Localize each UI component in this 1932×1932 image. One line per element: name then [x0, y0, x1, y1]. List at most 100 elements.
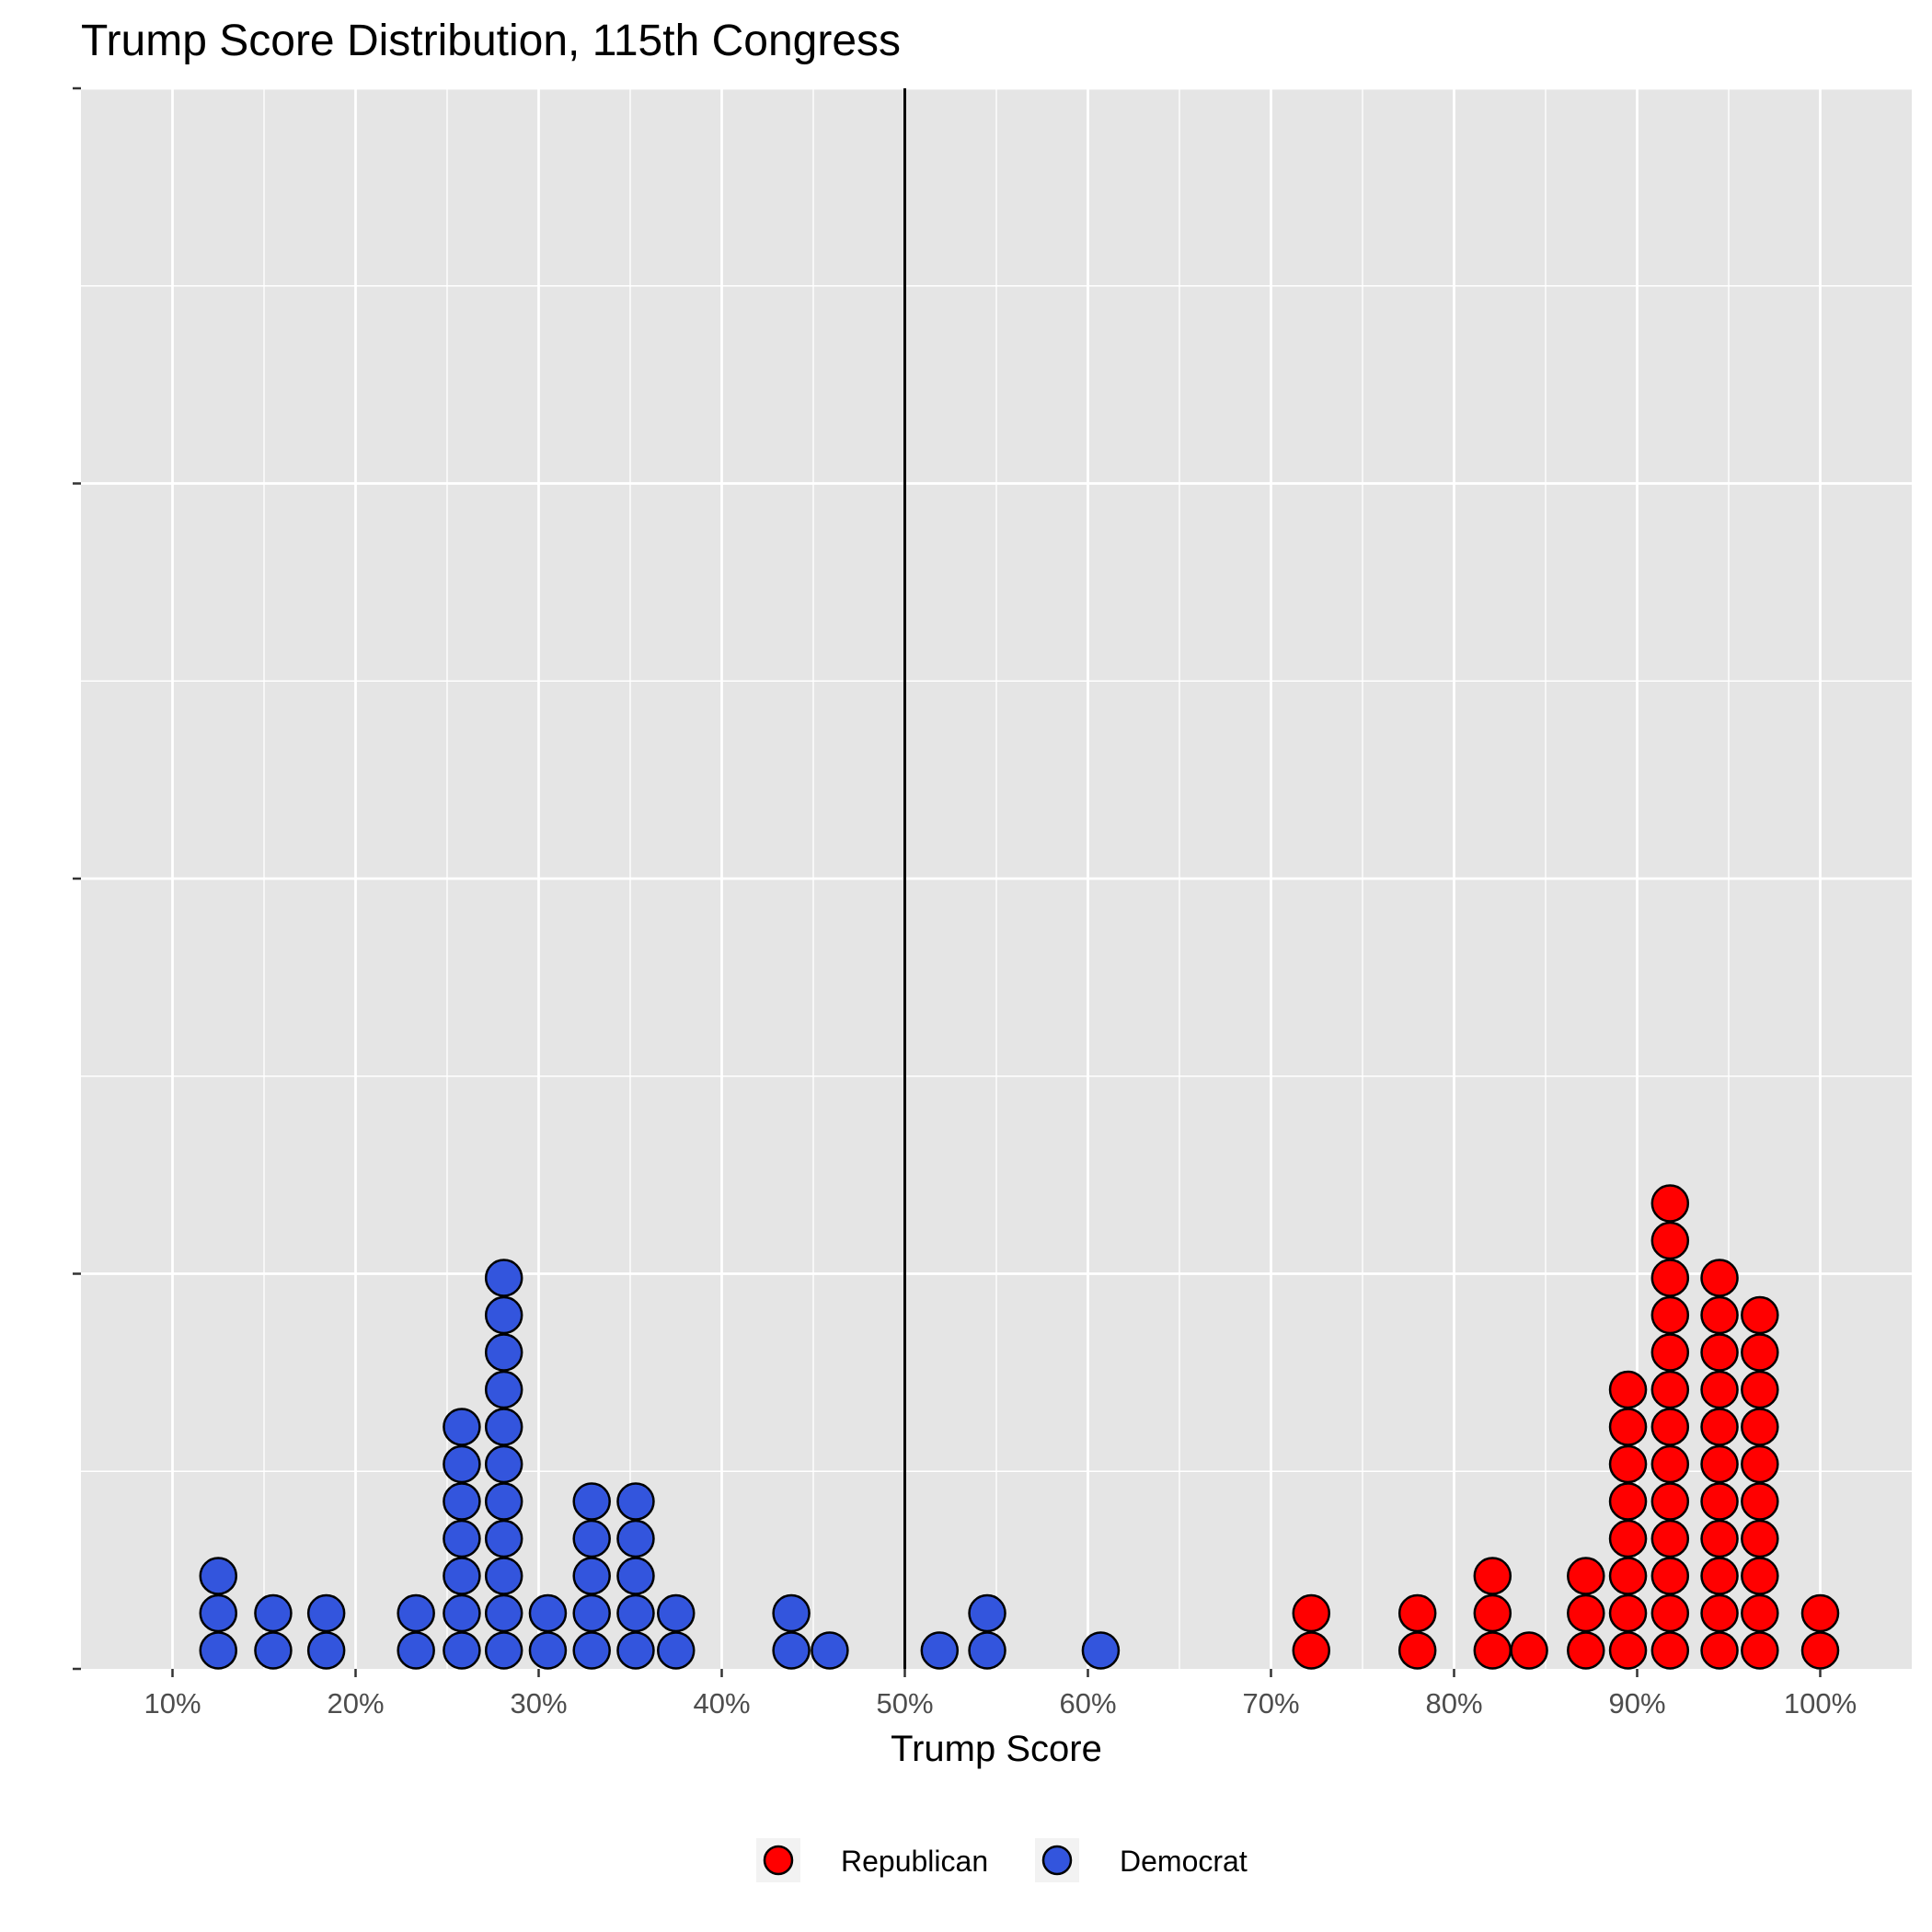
dot-democrat	[616, 1557, 655, 1595]
dot-democrat	[616, 1482, 655, 1521]
dot-republican	[1700, 1519, 1739, 1558]
dot-republican	[1650, 1184, 1690, 1223]
dots-layer	[199, 1184, 1840, 1670]
dot-democrat	[772, 1631, 811, 1670]
x-tick-label: 10%	[144, 1687, 201, 1719]
dot-republican	[1650, 1408, 1690, 1446]
dot-democrat	[572, 1519, 611, 1558]
dot-republican	[1741, 1482, 1779, 1521]
dot-democrat	[484, 1519, 523, 1558]
x-tick-label: 30%	[510, 1687, 567, 1719]
dot-democrat	[484, 1557, 523, 1595]
x-axis-ticks	[171, 1669, 1822, 1677]
legend-label-republican: Republican	[841, 1845, 988, 1878]
dot-democrat	[968, 1631, 1006, 1670]
dot-democrat	[616, 1631, 655, 1670]
dot-democrat	[443, 1482, 481, 1521]
dot-republican	[1608, 1482, 1648, 1521]
dot-republican	[1567, 1631, 1605, 1670]
dot-republican	[1700, 1482, 1739, 1521]
dot-democrat	[397, 1593, 435, 1633]
dot-republican	[1608, 1557, 1648, 1595]
dot-democrat	[772, 1593, 811, 1633]
dot-democrat	[443, 1444, 481, 1484]
x-tick-label: 50%	[876, 1687, 933, 1719]
dot-democrat	[484, 1370, 523, 1409]
dot-democrat	[572, 1557, 611, 1595]
x-tick-label: 70%	[1242, 1687, 1299, 1719]
dot-republican	[1700, 1333, 1739, 1372]
chart-title: Trump Score Distribution, 115th Congress	[81, 17, 901, 65]
dot-republican	[1473, 1631, 1512, 1670]
x-axis-tick-labels: 10% 20% 30% 40% 50% 60% 70% 80% 90% 100%	[144, 1687, 1857, 1719]
dot-republican	[1608, 1370, 1648, 1409]
dot-democrat	[199, 1631, 237, 1670]
dot-republican	[1650, 1333, 1690, 1372]
dot-republican	[1650, 1221, 1690, 1260]
dot-democrat	[528, 1631, 568, 1670]
dot-republican	[1650, 1259, 1690, 1297]
dot-republican	[1650, 1519, 1690, 1558]
dot-republican	[1700, 1259, 1739, 1297]
x-tick-label: 90%	[1608, 1687, 1665, 1719]
dot-democrat	[484, 1631, 523, 1670]
dot-democrat	[616, 1519, 655, 1558]
dot-democrat	[920, 1631, 960, 1670]
dot-democrat	[484, 1259, 523, 1297]
dot-republican	[1650, 1444, 1690, 1484]
dot-democrat	[657, 1593, 696, 1633]
dot-democrat	[484, 1444, 523, 1484]
legend: Republican Democrat	[756, 1838, 1248, 1882]
dot-democrat	[484, 1295, 523, 1335]
dot-democrat	[572, 1593, 611, 1633]
dot-democrat	[484, 1593, 523, 1633]
x-tick-label: 100%	[1784, 1687, 1857, 1719]
dot-democrat	[616, 1593, 655, 1633]
dot-republican	[1700, 1444, 1739, 1484]
dot-republican	[1473, 1557, 1512, 1595]
dot-democrat	[306, 1593, 346, 1633]
dot-republican	[1741, 1408, 1779, 1446]
dot-republican	[1510, 1631, 1548, 1670]
x-tick-label: 80%	[1425, 1687, 1482, 1719]
dot-democrat	[199, 1557, 237, 1595]
dot-democrat	[572, 1482, 611, 1521]
dot-democrat	[443, 1519, 481, 1558]
dot-democrat	[443, 1593, 481, 1633]
dot-republican	[1741, 1295, 1779, 1335]
dot-republican	[1741, 1519, 1779, 1558]
dot-democrat	[306, 1631, 346, 1670]
dot-republican	[1650, 1557, 1690, 1595]
dot-republican	[1741, 1444, 1779, 1484]
dot-republican	[1800, 1631, 1840, 1670]
dot-republican	[1741, 1370, 1779, 1409]
dot-republican	[1650, 1370, 1690, 1409]
dot-republican	[1608, 1408, 1648, 1446]
x-tick-label: 40%	[693, 1687, 750, 1719]
dot-republican	[1608, 1631, 1648, 1670]
legend-key-democrat	[1041, 1845, 1073, 1876]
dot-democrat	[199, 1593, 237, 1633]
dot-republican	[1608, 1593, 1648, 1633]
dot-democrat	[657, 1631, 696, 1670]
dot-republican	[1567, 1593, 1605, 1633]
dot-democrat	[1081, 1631, 1121, 1670]
legend-key-republican	[763, 1845, 794, 1876]
dot-republican	[1700, 1295, 1739, 1335]
dot-republican	[1741, 1557, 1779, 1595]
dot-democrat	[484, 1482, 523, 1521]
dot-republican	[1397, 1593, 1437, 1633]
dot-republican	[1608, 1444, 1648, 1484]
dot-democrat	[443, 1408, 481, 1446]
dot-democrat	[484, 1408, 523, 1446]
dot-republican	[1741, 1333, 1779, 1372]
dot-republican	[1700, 1557, 1739, 1595]
dot-republican	[1700, 1370, 1739, 1409]
dot-republican	[1397, 1631, 1437, 1670]
dot-republican	[1741, 1631, 1779, 1670]
dot-republican	[1650, 1295, 1690, 1335]
dot-democrat	[254, 1631, 293, 1670]
x-tick-label: 20%	[327, 1687, 384, 1719]
legend-label-democrat: Democrat	[1120, 1845, 1248, 1878]
